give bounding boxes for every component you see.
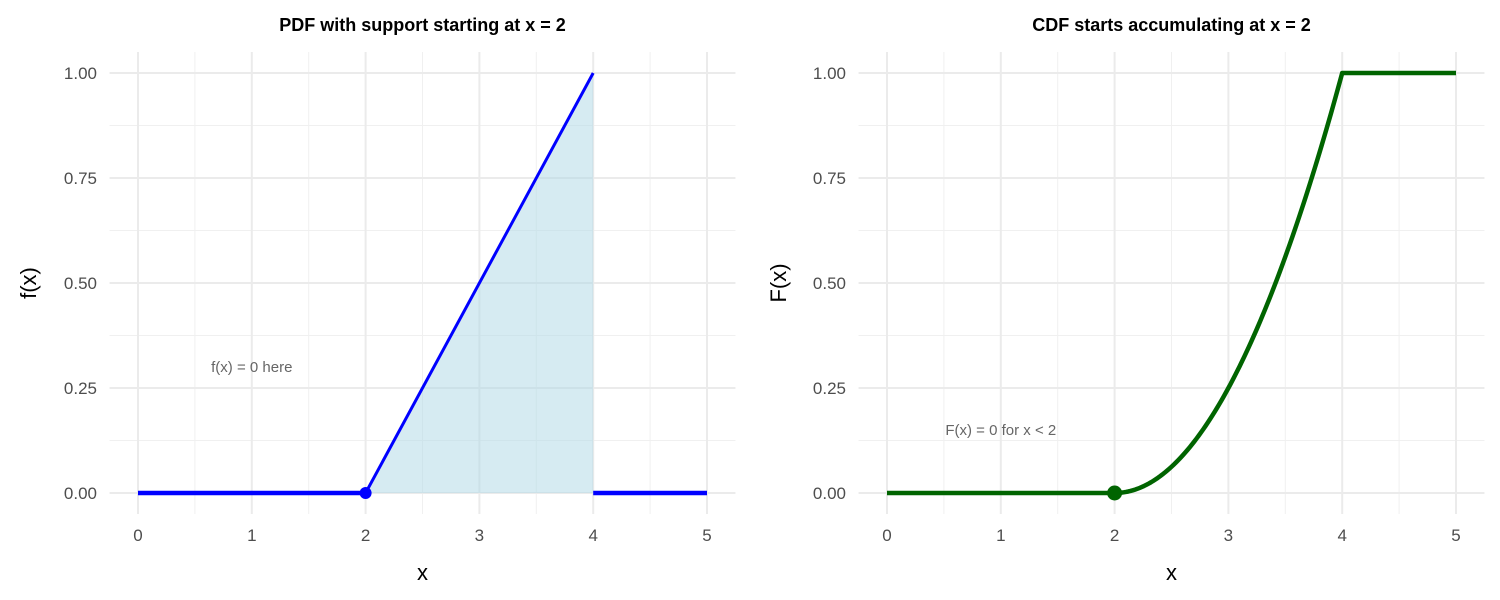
panel-cdf: 0 1 2 3 4 5 0.00 0.25 0.50 0.75 1.00 CDF starts acc… bbox=[766, 15, 1485, 585]
x-tick-label: 3 bbox=[475, 526, 484, 545]
x-tick-label: 5 bbox=[1451, 526, 1460, 545]
x-tick-label: 1 bbox=[247, 526, 256, 545]
y-tick-label: 0.50 bbox=[64, 274, 97, 293]
x-tick-label: 3 bbox=[1224, 526, 1233, 545]
series-line bbox=[887, 70, 1456, 496]
y-tick-label: 1.00 bbox=[813, 64, 846, 83]
data-point bbox=[1107, 485, 1123, 501]
y-tick-label: 0.75 bbox=[813, 169, 846, 188]
annotation: F(x) = 0 for x < 2 bbox=[945, 422, 1056, 439]
y-tick-label: 0.25 bbox=[64, 379, 97, 398]
chart-title: CDF starts accumulating at x = 2 bbox=[1032, 15, 1311, 35]
series-line bbox=[364, 72, 595, 494]
x-tick-label: 0 bbox=[882, 526, 891, 545]
x-tick-label: 5 bbox=[702, 526, 711, 545]
panel-pdf: 0 1 2 3 4 5 0.00 0.25 0.50 0.75 1.00 PDF with suppo… bbox=[16, 15, 736, 585]
x-axis-label: x bbox=[1166, 560, 1177, 585]
y-tick-label: 0.00 bbox=[813, 484, 846, 503]
y-tick-label: 0.25 bbox=[813, 379, 846, 398]
y-tick-label: 0.75 bbox=[64, 169, 97, 188]
y-axis-label: f(x) bbox=[16, 267, 41, 299]
y-tick-label: 0.50 bbox=[813, 274, 846, 293]
x-tick-label: 2 bbox=[361, 526, 370, 545]
y-axis-label: F(x) bbox=[766, 263, 791, 302]
y-tick-label: 1.00 bbox=[64, 64, 97, 83]
y-tick-label: 0.00 bbox=[64, 484, 97, 503]
x-axis-label: x bbox=[417, 560, 428, 585]
chart-title: PDF with support starting at x = 2 bbox=[279, 15, 566, 35]
data-point bbox=[359, 487, 372, 499]
x-tick-label: 0 bbox=[133, 526, 142, 545]
x-tick-label: 4 bbox=[1337, 526, 1346, 545]
x-tick-label: 1 bbox=[996, 526, 1005, 545]
annotation: f(x) = 0 here bbox=[211, 359, 292, 376]
x-tick-label: 4 bbox=[588, 526, 597, 545]
x-tick-label: 2 bbox=[1110, 526, 1119, 545]
